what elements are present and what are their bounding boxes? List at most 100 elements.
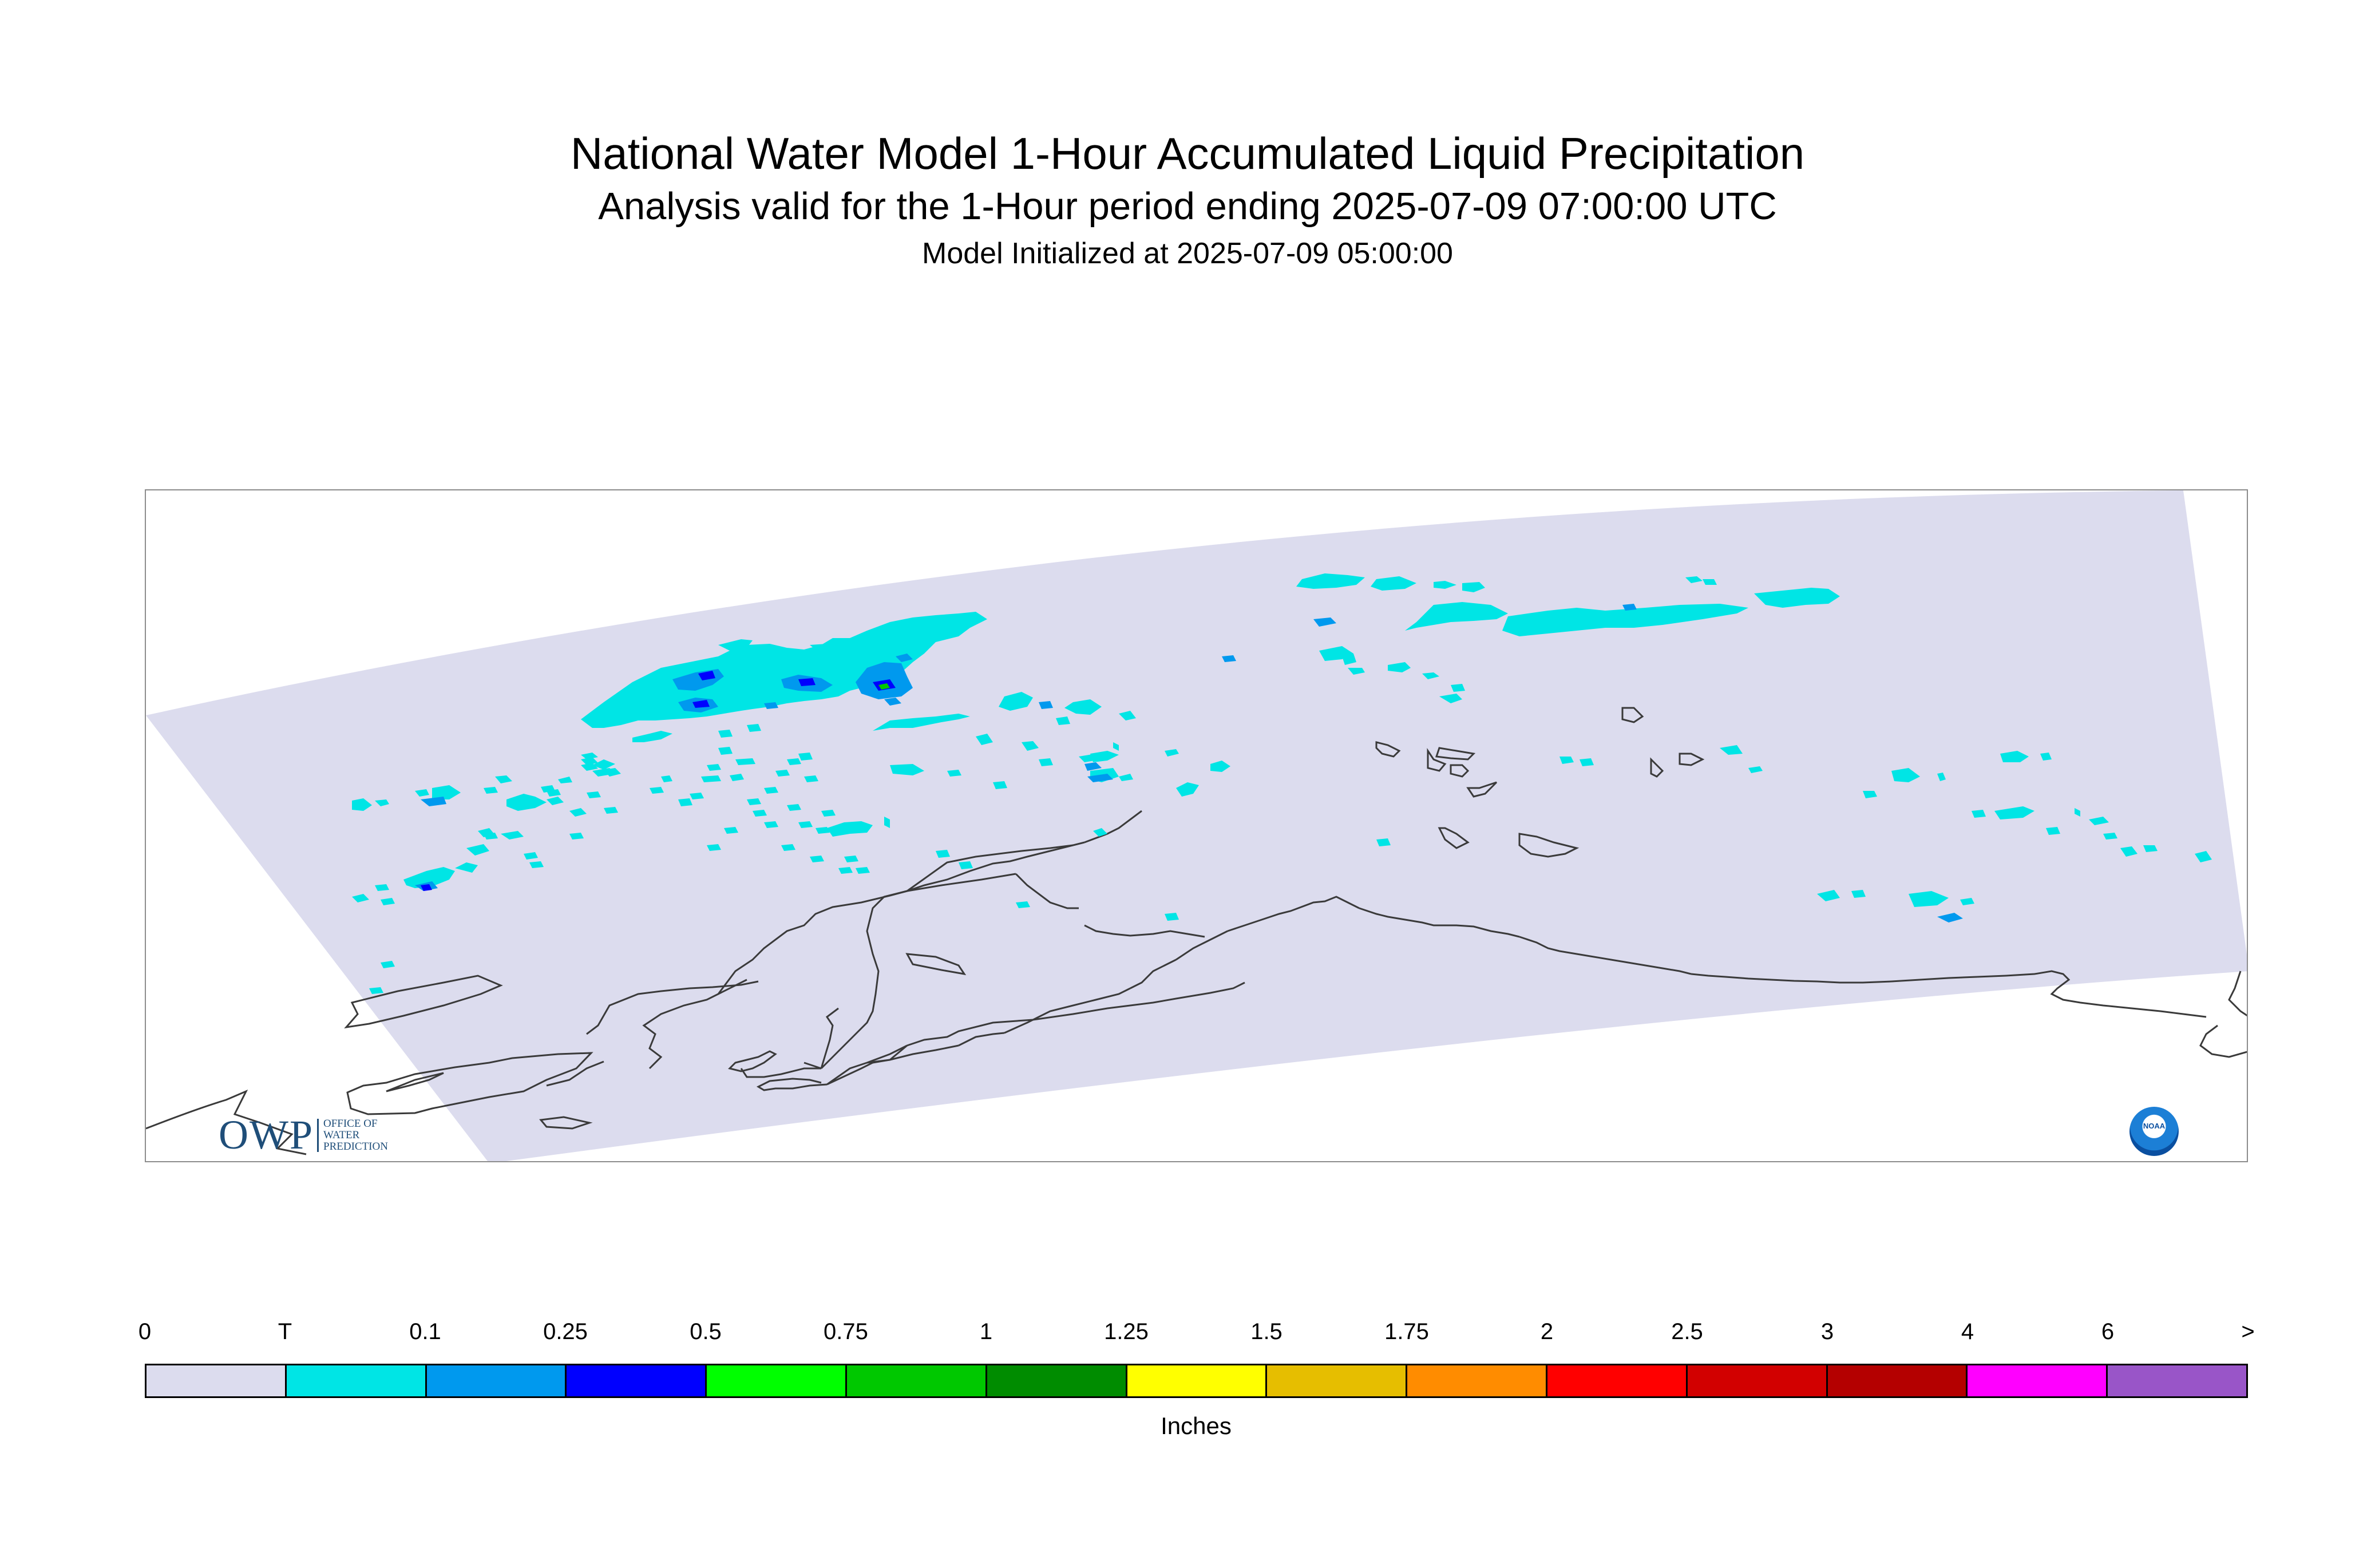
precipitation-cell [1972, 810, 1986, 818]
precipitation-cell [381, 961, 395, 968]
precipitation-cell [947, 770, 961, 777]
precipitation-cell [581, 612, 987, 728]
precipitation-cell [2000, 751, 2029, 762]
precipitation-cell [1176, 782, 1199, 797]
coastline-segment [756, 1078, 828, 1091]
precipitation-cell [718, 747, 733, 755]
coastline-segment [905, 953, 967, 976]
precipitation-cell [1056, 716, 1070, 725]
coastline-segment [1359, 907, 1520, 938]
precipitation-cell [661, 775, 672, 782]
colorbar [145, 1364, 2248, 1398]
precipitation-cell [764, 787, 778, 794]
precipitation-cell [569, 833, 584, 840]
precipitation-cell [1016, 901, 1030, 908]
precipitation-cell [1113, 742, 1119, 751]
coastline-segment [740, 1067, 821, 1078]
precipitation-cell [1022, 741, 1039, 751]
coastline-segment [820, 1007, 839, 1069]
precipitation-cell [976, 734, 993, 745]
title-block: National Water Model 1-Hour Accumulated … [0, 127, 2375, 274]
precipitation-cell [2046, 827, 2060, 835]
precipitation-cell [1165, 913, 1179, 921]
precipitation-cell [2195, 851, 2212, 862]
owp-logo-mark: OWP [219, 1112, 314, 1158]
precipitation-cell [632, 731, 672, 742]
precipitation-cell [1371, 576, 1416, 591]
precipitation-cell [558, 777, 572, 783]
precipitation-cell [352, 894, 369, 902]
precipitation-cell [415, 789, 429, 797]
precipitation-cell [764, 702, 778, 709]
precipitation-cell [1451, 684, 1465, 692]
precipitation-cell [592, 768, 615, 777]
precipitation-cell [718, 730, 733, 738]
precipitation-cell [375, 799, 389, 806]
precipitation-cell [1748, 766, 1763, 773]
precipitation-cell [999, 692, 1033, 711]
precipitation-cell [604, 807, 618, 814]
precipitation-cell [650, 712, 664, 719]
precipitation-cell [1064, 699, 1102, 715]
coastline-segment [1015, 873, 1079, 909]
coastline-segment [803, 1062, 822, 1070]
coastline-segment [1518, 833, 1580, 858]
precipitation-cell [1388, 662, 1411, 672]
coastlines [146, 707, 2247, 1155]
precipitation-cell [1405, 602, 1508, 631]
colorbar-tick-label: 6 [2101, 1319, 2115, 1344]
coastline-segment [1977, 970, 2207, 1018]
colorbar-swatch [147, 1365, 287, 1396]
coastline-segment [1084, 810, 1142, 844]
colorbar-tick-label: T [278, 1319, 292, 1344]
coastline-segment [866, 1044, 959, 1064]
precipitation-cell [701, 775, 721, 782]
colorbar-tick-label: 0.25 [543, 1319, 588, 1344]
coastline-segment [146, 1090, 307, 1155]
precipitation-cell [1937, 773, 1946, 781]
precipitation-cell [1462, 582, 1485, 592]
colorbar-swatch [2108, 1365, 2246, 1396]
precipitation-cell [707, 844, 721, 851]
owp-logo-divider [317, 1118, 319, 1152]
precipitation-map: OWP OFFICE OF WATER PREDICTION NOAA [145, 489, 2248, 1162]
precipitation-cell [529, 861, 544, 868]
precipitation-cell [698, 671, 715, 680]
precipitation-cell [936, 850, 950, 858]
coastline-segment [1175, 930, 1228, 961]
precipitation-cell [587, 791, 601, 798]
precipitation-cell [707, 764, 721, 771]
precipitation-cell [2075, 808, 2080, 817]
coastline-segment [1375, 741, 1401, 758]
coastline-segment [539, 1116, 593, 1130]
precipitation-cell [1580, 758, 1594, 766]
colorbar-units: Inches [1161, 1412, 1232, 1439]
coastline-segment [586, 980, 759, 1035]
precipitation-cell [798, 821, 813, 828]
precipitation-cell [592, 759, 615, 770]
colorbar-tick-label: 1 [979, 1319, 993, 1344]
coastline-segment [907, 873, 1016, 892]
colorbar-swatch [1127, 1365, 1268, 1396]
page-subtitle: Analysis valid for the 1-Hour period end… [598, 185, 1777, 228]
precipitation-cell [884, 817, 890, 828]
precipitation-cell [421, 797, 446, 806]
precipitation-cell [1817, 890, 1840, 901]
precipitation-cell [838, 867, 853, 874]
precipitation-cell [484, 787, 498, 794]
precipitation-cell [506, 794, 547, 811]
precipitation-cell [856, 867, 870, 874]
precipitation-cell [821, 810, 836, 817]
colorbar-tick-label: 0.5 [690, 1319, 722, 1344]
precipitation-cell [827, 821, 873, 837]
coastline-segment [2199, 1024, 2247, 1058]
precipitation-cell [1891, 768, 1920, 782]
precipitation-cell [747, 724, 761, 732]
precipitation-cell [1348, 668, 1365, 675]
precipitation-cell [787, 804, 801, 811]
precipitation-cell [466, 844, 489, 856]
precipitation-cell [455, 862, 478, 873]
precipitation-cell [1754, 588, 1840, 608]
precipitation-cell [787, 758, 801, 765]
